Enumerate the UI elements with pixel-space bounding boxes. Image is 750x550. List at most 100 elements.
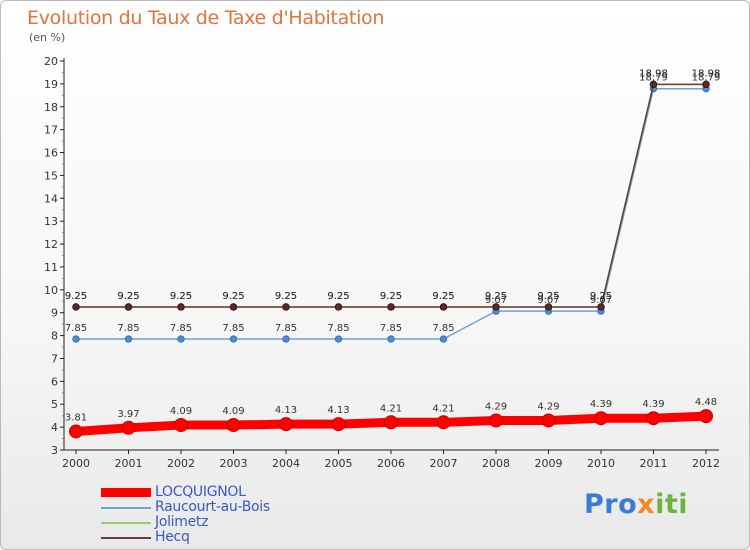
y-tick-label: 11 [44,261,58,274]
data-point [69,424,83,439]
data-point [489,413,503,428]
data-point [439,335,448,343]
x-tick-label: 2004 [272,457,300,470]
x-tick-label: 2010 [587,457,615,470]
data-point [436,415,451,430]
data-point [124,335,133,343]
logo-part: Pro [584,489,638,520]
y-tick-label: 14 [44,192,58,205]
data-label: 9.07 [485,295,507,306]
data-point [282,335,290,343]
data-point [124,303,133,311]
data-point [72,335,80,343]
data-point [702,80,710,89]
data-label: 9.25 [170,291,192,302]
data-label: 9.25 [170,291,192,302]
data-label: 9.07 [537,295,559,306]
series-layer [69,80,713,439]
data-label: 4.21 [432,403,454,414]
y-minor-tick [62,117,64,119]
data-point [226,418,241,433]
data-point [229,303,238,311]
legend-swatch-hecq [101,536,151,539]
data-label: 9.25 [65,291,87,302]
data-point [597,303,605,311]
legend-label: Hecq [155,529,190,545]
data-point [387,303,395,311]
x-tick-label: 2003 [220,457,248,470]
data-label: 18.98 [639,68,668,79]
data-label: 9.25 [590,291,612,302]
data-point [541,413,556,428]
data-label: 3.81 [65,412,87,423]
logo-part: x [637,489,656,520]
data-label: 4.13 [275,405,297,416]
x-tick-label: 2011 [640,457,668,470]
data-label: 9.25 [537,291,559,302]
series-line-3 [75,83,707,308]
y-tick-label: 19 [44,78,58,91]
data-label: 4.13 [327,405,349,416]
data-label: 18.98 [692,68,721,79]
y-minor-tick [62,369,64,371]
data-point [121,420,136,435]
data-point [649,80,658,89]
y-tick-label: 17 [44,124,58,137]
data-label: 9.25 [590,291,612,302]
data-label: 9.25 [275,291,297,302]
data-point [72,303,80,311]
legend-label: Raucourt-au-Bois [155,499,270,515]
logo-part: iti [655,489,688,520]
data-point [331,417,346,432]
y-minor-tick [62,163,64,165]
data-point [384,415,398,430]
data-label: 9.25 [222,291,244,302]
y-minor-tick [62,392,64,394]
data-label: 18.79 [639,73,668,84]
data-label: 4.39 [642,399,664,410]
x-tick-label: 2008 [482,457,510,470]
data-label: 9.25 [537,291,559,302]
legend-item-jolimetz: Jolimetz [101,515,270,530]
data-point [229,335,238,343]
x-tick-label: 2009 [535,457,563,470]
data-label: 9.25 [327,291,349,302]
data-label: 7.85 [275,323,297,334]
data-point [387,335,395,343]
data-point [646,411,661,426]
legend-item-locquignol: LOCQUIGNOL [101,485,270,500]
data-label: 9.25 [485,291,507,302]
data-label: 9.25 [327,291,349,302]
legend-item-raucourt: Raucourt-au-Bois [101,500,270,515]
data-point [177,303,185,311]
y-minor-tick [62,438,64,440]
y-tick-label: 15 [44,169,58,182]
y-tick-label: 10 [44,284,58,297]
data-label: 7.85 [65,323,87,334]
data-label: 9.07 [590,295,612,306]
series-line-2 [75,83,707,308]
data-label: 4.09 [222,406,244,417]
data-label: 7.85 [380,323,402,334]
x-tick-label: 2006 [377,457,405,470]
y-minor-tick [62,232,64,234]
x-tick-label: 2000 [62,457,90,470]
data-label: 18.98 [639,68,668,79]
legend-swatch-locquignol [101,488,151,497]
y-tick-label: 20 [44,55,58,68]
x-tick-label: 2005 [325,457,353,470]
data-labels: 3.81 3.97 4.09 4.09 4.13 4.13 4.21 4.21 4.29 4.29… [65,68,720,423]
data-label: 9.25 [275,291,297,302]
data-label: 4.39 [590,399,612,410]
y-tick-label: 4 [51,421,58,434]
data-label: 7.85 [327,323,349,334]
chart-title: Evolution du Taux de Taxe d'Habitation [27,7,385,29]
data-point [544,303,553,311]
y-tick-label: 12 [44,238,58,251]
y-minor-tick [62,277,64,279]
y-minor-tick [62,323,64,325]
data-label: 7.85 [222,323,244,334]
data-label: 4.29 [537,401,559,412]
legend-swatch-raucourt [101,506,151,509]
